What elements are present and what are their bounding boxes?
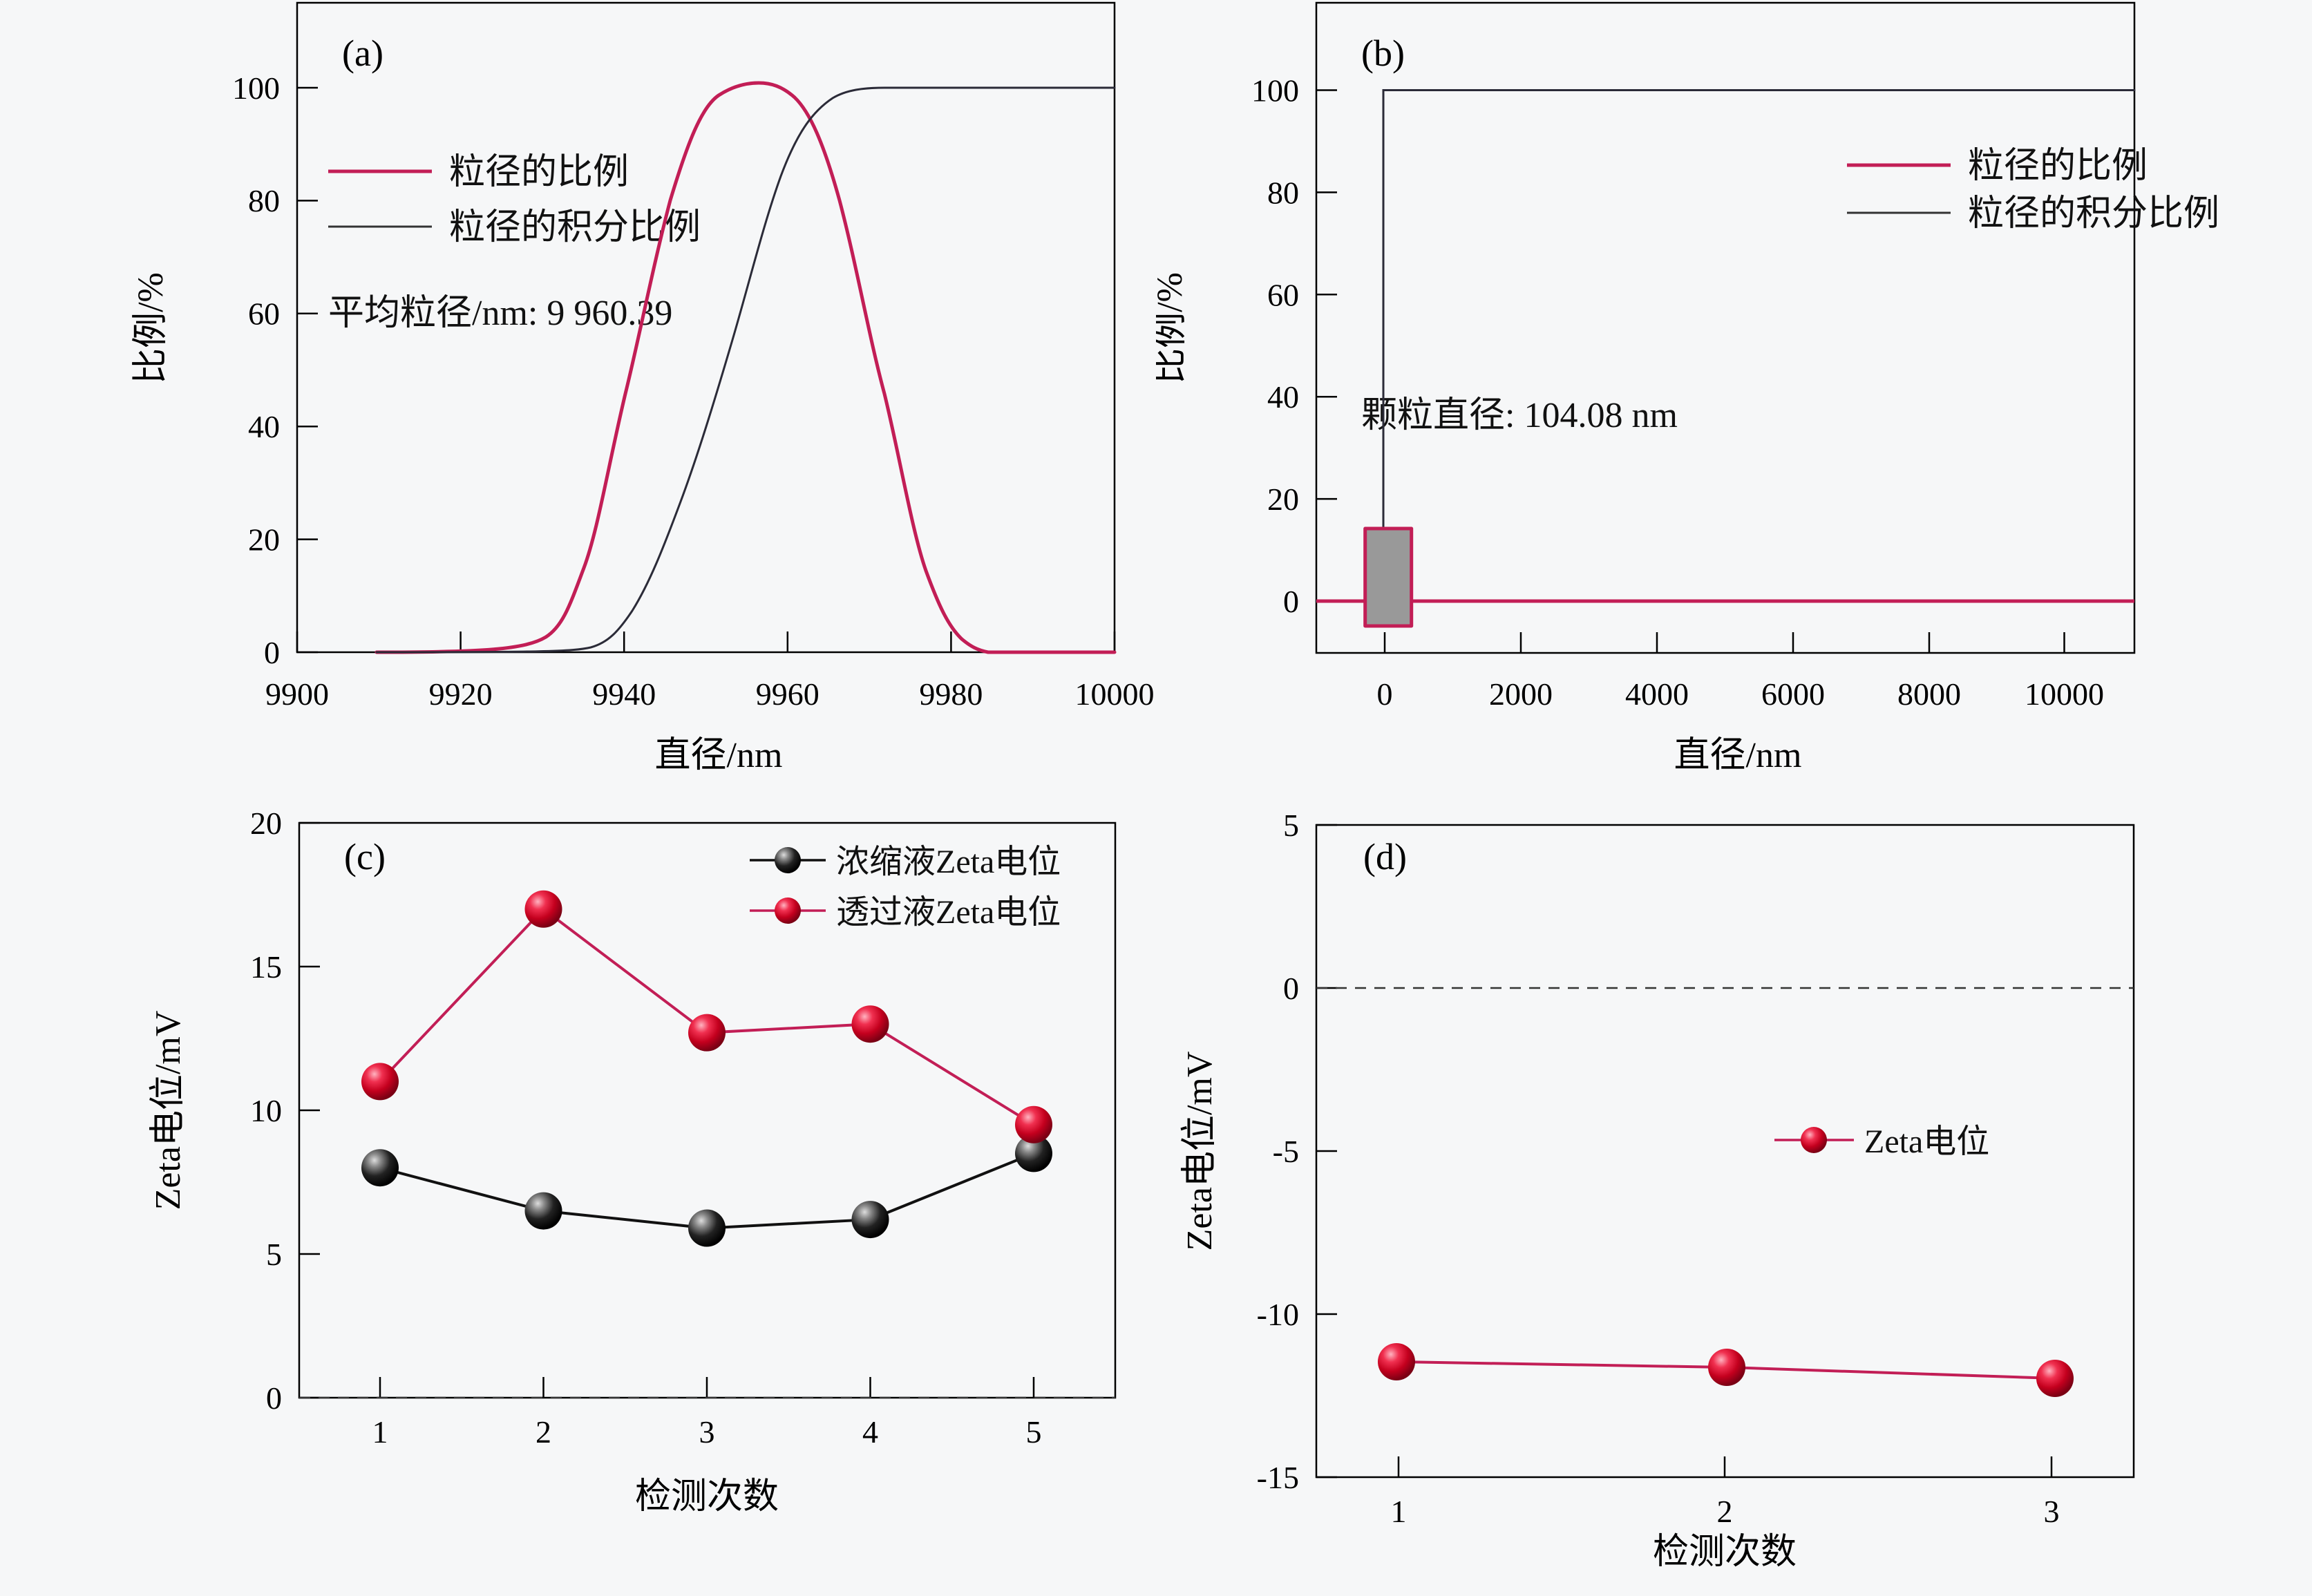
svg-text:6000: 6000 (1761, 676, 1825, 712)
svg-text:-15: -15 (1257, 1460, 1299, 1495)
svg-text:(a): (a) (342, 32, 383, 74)
svg-text:粒径的比例: 粒径的比例 (1968, 146, 2148, 186)
svg-text:1: 1 (1391, 1494, 1407, 1529)
svg-text:2: 2 (536, 1414, 551, 1450)
svg-text:9980: 9980 (919, 676, 983, 712)
svg-text:10: 10 (250, 1093, 282, 1128)
svg-text:4000: 4000 (1625, 676, 1689, 712)
svg-text:1: 1 (372, 1414, 388, 1450)
svg-text:0: 0 (264, 635, 280, 670)
svg-text:80: 80 (248, 183, 280, 218)
svg-text:9900: 9900 (265, 676, 329, 712)
svg-text:浓缩液Zeta电位: 浓缩液Zeta电位 (836, 844, 1061, 880)
svg-text:3: 3 (2044, 1494, 2060, 1529)
svg-text:透过液Zeta电位: 透过液Zeta电位 (836, 894, 1061, 931)
svg-text:(c): (c) (344, 836, 386, 877)
svg-text:40: 40 (248, 409, 280, 444)
svg-text:(d): (d) (1363, 836, 1407, 877)
svg-text:40: 40 (1267, 379, 1299, 415)
svg-text:0: 0 (1377, 676, 1393, 712)
svg-text:80: 80 (1267, 175, 1299, 210)
svg-text:检测次数: 检测次数 (635, 1477, 779, 1517)
svg-text:20: 20 (1267, 482, 1299, 517)
svg-text:100: 100 (232, 70, 280, 106)
svg-text:0: 0 (1283, 584, 1299, 619)
svg-text:8000: 8000 (1897, 676, 1961, 712)
svg-text:-5: -5 (1273, 1134, 1299, 1169)
svg-text:9960: 9960 (756, 676, 819, 712)
svg-text:平均粒径/nm: 9 960.39: 平均粒径/nm: 9 960.39 (328, 294, 672, 333)
svg-text:60: 60 (1267, 277, 1299, 312)
svg-text:10000: 10000 (1075, 676, 1155, 712)
svg-text:-10: -10 (1257, 1297, 1299, 1332)
svg-text:100: 100 (1251, 73, 1299, 108)
svg-text:粒径的比例: 粒径的比例 (449, 153, 629, 192)
svg-text:检测次数: 检测次数 (1653, 1532, 1797, 1572)
svg-text:20: 20 (250, 806, 282, 841)
svg-text:5: 5 (1283, 808, 1299, 843)
svg-text:5: 5 (266, 1237, 282, 1272)
svg-text:4: 4 (862, 1414, 878, 1450)
svg-text:10000: 10000 (2025, 676, 2104, 712)
svg-text:粒径的积分比例: 粒径的积分比例 (1968, 194, 2219, 234)
svg-text:直径/nm: 直径/nm (1674, 736, 1802, 775)
svg-text:60: 60 (248, 296, 280, 332)
svg-text:Zeta电位: Zeta电位 (1864, 1123, 1989, 1160)
svg-text:直径/nm: 直径/nm (655, 736, 783, 775)
svg-text:9920: 9920 (429, 676, 493, 712)
svg-text:比例/%: 比例/% (1156, 272, 1190, 384)
svg-text:3: 3 (699, 1414, 715, 1450)
svg-text:2: 2 (1717, 1494, 1733, 1529)
svg-text:15: 15 (250, 949, 282, 985)
svg-text:Zeta电位/mV: Zeta电位/mV (149, 1011, 188, 1210)
svg-text:2000: 2000 (1489, 676, 1553, 712)
svg-text:(b): (b) (1361, 32, 1405, 74)
svg-text:颗粒直径: 104.08 nm: 颗粒直径: 104.08 nm (1361, 396, 1678, 435)
svg-text:比例/%: 比例/% (131, 272, 171, 384)
svg-text:5: 5 (1026, 1414, 1042, 1450)
svg-text:20: 20 (248, 522, 280, 557)
svg-text:0: 0 (266, 1380, 282, 1416)
svg-text:Zeta电位/mV: Zeta电位/mV (1180, 1052, 1220, 1251)
svg-text:9940: 9940 (592, 676, 656, 712)
svg-text:0: 0 (1283, 971, 1299, 1006)
